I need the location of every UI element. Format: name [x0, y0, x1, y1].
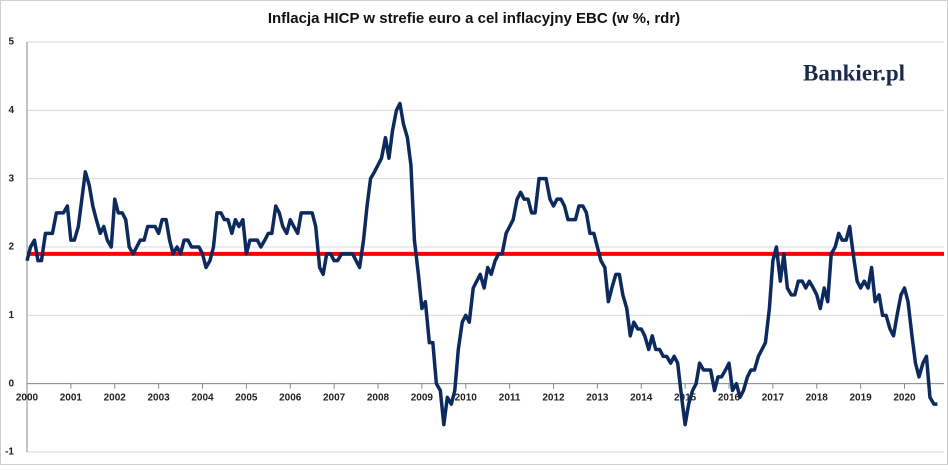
x-tick-label: 2005 — [235, 392, 258, 403]
y-tick-label: 0 — [8, 378, 14, 389]
y-tick-label: 5 — [8, 37, 14, 48]
x-tick-label: 2007 — [323, 392, 346, 403]
x-tick-label: 2004 — [191, 392, 214, 403]
marks — [25, 101, 944, 427]
x-tick-label: 2002 — [104, 392, 127, 403]
y-tick-label: 4 — [8, 105, 14, 116]
y-tick-label: 3 — [8, 173, 14, 184]
x-tick-label: 2006 — [279, 392, 302, 403]
x-tick-label: 2011 — [499, 392, 521, 403]
chart-title: Inflacja HICP w strefie euro a cel infla… — [268, 10, 680, 27]
inflation-line — [25, 101, 938, 427]
x-tick-label: 2015 — [674, 392, 697, 403]
x-tick-label: 2000 — [16, 392, 39, 403]
x-tick-label: 2010 — [455, 392, 478, 403]
logo-box — [780, 52, 940, 100]
x-tick-label: 2001 — [60, 392, 83, 403]
x-tick-label: 2017 — [762, 392, 785, 403]
x-tick-label: 2020 — [893, 392, 916, 403]
x-tick-label: 2014 — [630, 392, 653, 403]
x-tick-label: 2013 — [586, 392, 609, 403]
y-tick-label: 2 — [8, 242, 14, 253]
x-tick-label: 2018 — [806, 392, 829, 403]
x-tick-label: 2012 — [542, 392, 565, 403]
x-tick-label: 2008 — [367, 392, 390, 403]
y-tick-label: -1 — [5, 447, 14, 458]
x-tick-label: 2009 — [411, 392, 434, 403]
x-tick-label: 2016 — [718, 392, 741, 403]
grid: -1 0 1 2 3 4 5 2000 2001 2002 2003 2004 2005 2006 2007… — [5, 37, 944, 458]
logo: Bankier.pl — [803, 60, 905, 85]
x-tick-label: 2003 — [148, 392, 171, 403]
x-tick-label: 2019 — [850, 392, 873, 403]
y-tick-label: 1 — [8, 310, 14, 321]
